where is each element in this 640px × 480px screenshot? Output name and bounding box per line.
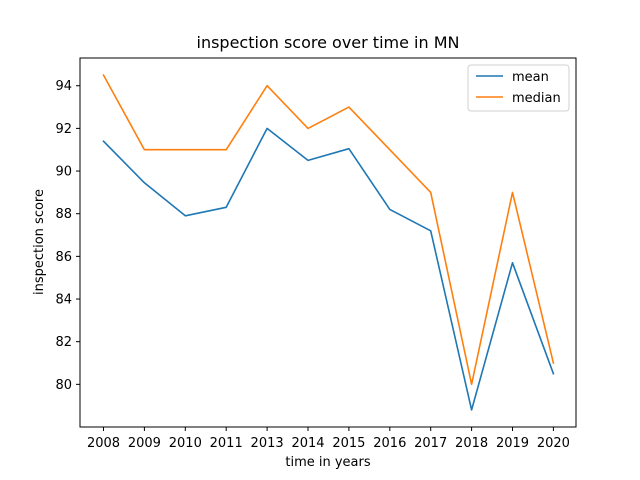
series-line-mean	[102, 127, 555, 411]
y-tick-label: 92	[55, 122, 72, 137]
x-tick-label: 2011	[210, 436, 243, 451]
chart-title: inspection score over time in MN	[197, 33, 460, 52]
y-axis: 80 82 84 86 88 90 92 94	[55, 79, 80, 393]
x-tick-label: 2016	[373, 436, 406, 451]
series-line-median	[102, 74, 555, 386]
plot-frame	[79, 57, 577, 428]
legend-label-mean: mean	[512, 70, 549, 85]
x-tick-label: 2010	[169, 436, 202, 451]
x-tick-label: 2018	[455, 436, 488, 451]
x-tick-label: 2019	[496, 436, 529, 451]
x-tick-label: 2009	[128, 436, 161, 451]
y-tick-label: 84	[55, 293, 72, 308]
x-axis-label: time in years	[285, 455, 370, 470]
x-tick-label: 2017	[414, 436, 447, 451]
y-tick-label: 82	[55, 335, 72, 350]
x-tick-label: 2015	[332, 436, 365, 451]
y-tick-label: 90	[55, 165, 72, 180]
legend-label-median: median	[512, 91, 561, 106]
x-tick-label: 2008	[87, 436, 120, 451]
x-axis: 2008 2009 2010 2011 2013 2014 2015 2016 2017 2018…	[87, 427, 570, 451]
y-tick-label: 94	[55, 79, 72, 94]
y-axis-label: inspection score	[32, 189, 47, 295]
y-tick-label: 86	[55, 250, 72, 265]
y-tick-label: 80	[55, 378, 72, 393]
x-tick-label: 2013	[251, 436, 284, 451]
x-tick-label: 2014	[291, 436, 324, 451]
plot-content	[102, 74, 555, 411]
y-tick-label: 88	[55, 207, 72, 222]
legend: mean median	[467, 64, 570, 112]
x-tick-label: 2020	[537, 436, 570, 451]
